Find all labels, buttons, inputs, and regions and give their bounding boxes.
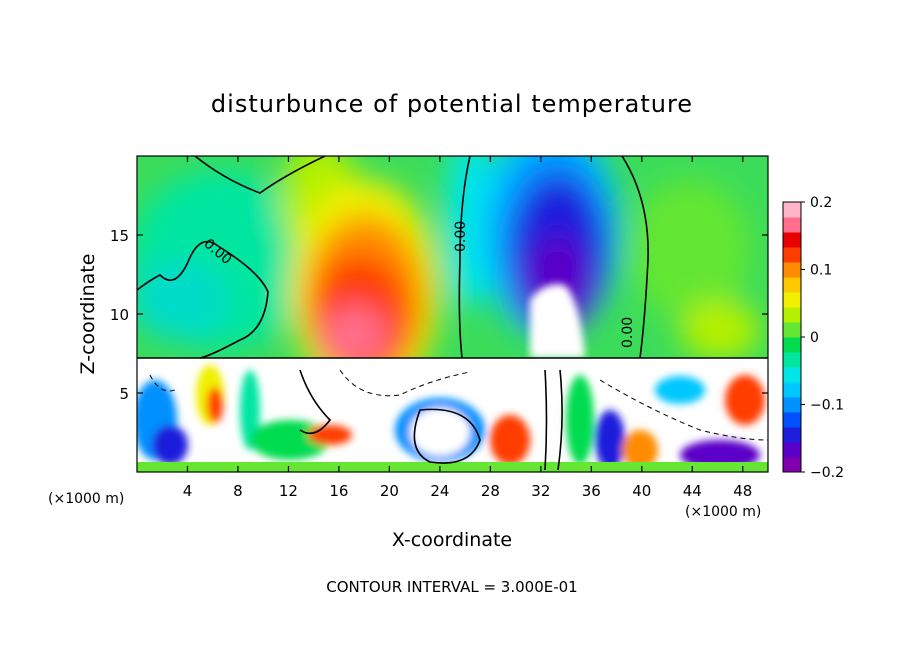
x-tick-label: 48: [733, 482, 752, 500]
x-tick-label: 32: [531, 482, 550, 500]
x-tick-label: 24: [430, 482, 449, 500]
colorbar-swatch: [783, 397, 801, 413]
upper-core: [530, 284, 585, 358]
contour-label-center: 0.00: [453, 221, 469, 252]
colorbar-swatch: [783, 442, 801, 458]
x-tick-label: 8: [233, 482, 243, 500]
x-tick-label: 40: [632, 482, 651, 500]
x-tick-label: 12: [279, 482, 298, 500]
x-unit-left: (×1000 m): [48, 491, 124, 507]
colorbar-tick-label: −0.2: [810, 465, 844, 481]
colorbar-tick-label: 0.1: [810, 263, 832, 279]
colorbar-swatch: [783, 247, 801, 263]
colorbar-swatch: [783, 232, 801, 248]
x-tick-label: 20: [380, 482, 399, 500]
contour-label-right: 0.00: [620, 317, 636, 348]
colorbar-swatch: [783, 412, 801, 428]
x-tick-label: 4: [183, 482, 193, 500]
y-tick-label: 5: [119, 385, 129, 403]
plot-area: [137, 156, 768, 472]
y-tick-label: 10: [110, 306, 129, 324]
x-tick-label: 28: [481, 482, 500, 500]
colorbar-swatch: [783, 322, 801, 338]
y-axis-label: Z-coordinate: [77, 254, 99, 375]
colorbar-swatch: [783, 202, 801, 218]
colorbar-swatch: [783, 382, 801, 398]
y-tick-label: 15: [110, 227, 129, 245]
colorbar-swatch: [783, 457, 801, 473]
colorbar-swatch: [783, 217, 801, 233]
y-axis-ticks: 5 10 15: [110, 227, 768, 403]
x-axis-ticks: 4 8 12 16 20 24 28 32 36 40 44 48: [183, 156, 752, 500]
contour-lines: [137, 156, 768, 471]
x-tick-label: 16: [329, 482, 348, 500]
colorbar-tick-label: 0: [810, 330, 819, 346]
colorbar-swatch: [783, 292, 801, 308]
colorbar-swatch: [783, 277, 801, 293]
contour-dashed: [149, 369, 768, 441]
x-tick-label: 36: [582, 482, 601, 500]
x-axis-label: X-coordinate: [392, 529, 512, 551]
colorbar: 0.2 0.1 0 −0.1 −0.2: [782, 195, 844, 481]
colorbar-tick-label: 0.2: [810, 195, 832, 211]
colorbar-swatch: [783, 337, 801, 353]
colorbar-swatch: [783, 367, 801, 383]
lower-field: [137, 358, 768, 472]
contour-interval-footer: CONTOUR INTERVAL = 3.000E-01: [326, 578, 577, 596]
chart-title: disturbunce of potential temperature: [211, 90, 693, 118]
colorbar-swatch: [783, 307, 801, 323]
colorbar-swatch: [783, 427, 801, 443]
colorbar-swatch: [783, 352, 801, 368]
colorbar-tick-label: −0.1: [810, 398, 844, 414]
x-unit-right: (×1000 m): [685, 504, 761, 520]
colorbar-swatch: [783, 262, 801, 278]
x-tick-label: 44: [683, 482, 702, 500]
